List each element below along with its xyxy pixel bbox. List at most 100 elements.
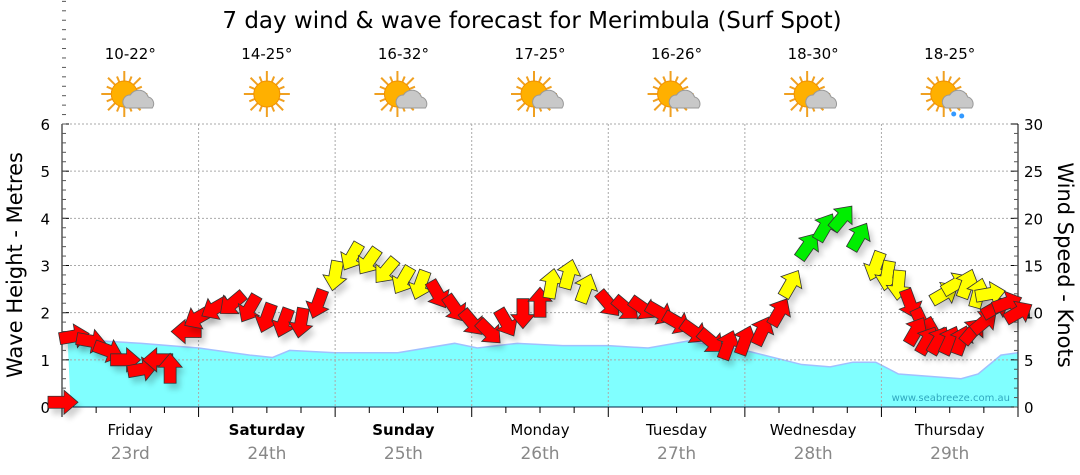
- sun-ray: [249, 102, 259, 111]
- wind-arrow: [322, 259, 348, 292]
- wind-arrow: [305, 287, 330, 319]
- sun-ray: [106, 98, 113, 103]
- chart-title: 7 day wind & wave forecast for Merimbula…: [222, 8, 841, 34]
- plot-layer: 0123456051015202530Friday23rd10-22°Satur…: [40, 0, 1043, 464]
- sun-ray: [790, 102, 799, 111]
- sun-ray: [135, 85, 143, 90]
- sun-ray: [653, 102, 663, 111]
- sun-ray: [679, 77, 688, 86]
- sun-ray: [278, 85, 285, 90]
- sun-ray: [682, 85, 689, 90]
- x-tick-day-saturday: Saturday: [229, 421, 306, 439]
- sun-ray: [790, 77, 799, 86]
- cloud: [532, 89, 564, 109]
- sun-ray: [116, 105, 121, 112]
- wave-height-line: [67, 340, 1019, 380]
- cloud: [668, 89, 701, 109]
- rain-drop: [951, 111, 957, 117]
- wind-arrow: [845, 222, 871, 253]
- y-tick-left: 5: [40, 163, 50, 181]
- y-tick-left: 1: [40, 352, 50, 370]
- sun-ray: [248, 98, 256, 103]
- wind-arrow: [510, 298, 536, 330]
- wind-arrow: [407, 268, 433, 300]
- wind-arrow: [777, 269, 803, 301]
- day-temperature: 10-22°: [105, 45, 156, 63]
- sun-ray: [278, 98, 285, 103]
- wind-arrow: [556, 258, 582, 291]
- x-tick-day-thursday: Thursday: [914, 421, 985, 439]
- sun-ray: [798, 105, 804, 112]
- sun-ray: [947, 76, 952, 83]
- sun-ray: [107, 77, 116, 86]
- sun-ray: [798, 76, 804, 83]
- sun-ray: [955, 85, 962, 90]
- y-tick-left: 3: [40, 258, 50, 276]
- wind-arrow: [902, 317, 928, 348]
- sun-ray: [106, 85, 113, 90]
- partly-cloudy-icon: [101, 71, 155, 117]
- x-tick-date: 25th: [384, 444, 423, 464]
- sunny-icon: [243, 71, 290, 117]
- day-temperature: 18-30°: [788, 45, 839, 63]
- sun-ray: [116, 76, 121, 83]
- x-tick-day-tuesday: Tuesday: [645, 421, 707, 439]
- wind-arrow: [716, 330, 741, 362]
- sun-ray: [248, 85, 256, 90]
- wind-arrow: [695, 326, 724, 352]
- wind-arrow: [955, 268, 980, 301]
- sun-ray: [380, 77, 389, 86]
- sun-ray: [107, 102, 116, 111]
- wind-arrow: [375, 255, 401, 283]
- rain-drop: [959, 113, 965, 119]
- wind-arrow: [474, 316, 501, 344]
- wind-arrow: [157, 352, 183, 384]
- wind-arrow: [271, 306, 296, 338]
- wind-arrow-shadow: [362, 251, 387, 280]
- x-tick-date: 27th: [657, 444, 696, 464]
- sun-ray: [652, 98, 659, 103]
- wind-arrow: [219, 289, 248, 315]
- wind-arrow: [47, 389, 79, 416]
- sun-ray: [516, 98, 523, 103]
- wind-arrow: [237, 292, 263, 323]
- sun-ray: [389, 105, 394, 112]
- y-tick-left: 4: [40, 210, 50, 228]
- sun-ray: [132, 77, 142, 86]
- x-tick-date: 24th: [247, 444, 286, 464]
- partly-cloudy-icon: [511, 71, 564, 117]
- wind-arrows: [47, 205, 1036, 421]
- y-tick-right: 5: [1024, 352, 1034, 370]
- cloud: [941, 89, 974, 109]
- sun-ray: [662, 105, 667, 112]
- showers-icon: [920, 71, 974, 119]
- y-tick-left: 0: [40, 399, 50, 417]
- sun-ray: [389, 76, 394, 83]
- sun-ray: [270, 76, 276, 83]
- sun-ray: [525, 76, 530, 83]
- sun-ray: [270, 105, 276, 112]
- sun-ray: [925, 85, 933, 90]
- wind-arrow: [357, 245, 383, 275]
- x-tick-date: 28th: [794, 444, 833, 464]
- watermark: www.seabreeze.com.au: [892, 393, 1010, 404]
- sun-ray: [926, 77, 936, 86]
- wind-arrow: [573, 273, 599, 305]
- x-tick-date: 26th: [520, 444, 559, 464]
- x-tick-day-monday: Monday: [510, 421, 569, 439]
- sun-ray: [789, 85, 796, 90]
- sun-ray: [926, 102, 936, 111]
- sun-ray: [517, 77, 526, 86]
- partly-cloudy-icon: [784, 71, 838, 117]
- sun-ray: [815, 77, 825, 86]
- sun-ray: [935, 105, 940, 112]
- y-tick-right: 0: [1024, 399, 1034, 417]
- sun-ray: [674, 76, 679, 83]
- sun-ray: [653, 77, 663, 86]
- sun-ray: [516, 85, 523, 90]
- wind-arrow: [288, 306, 314, 339]
- cloud: [395, 89, 428, 109]
- partly-cloudy-icon: [374, 71, 428, 117]
- sun-ray: [542, 77, 551, 86]
